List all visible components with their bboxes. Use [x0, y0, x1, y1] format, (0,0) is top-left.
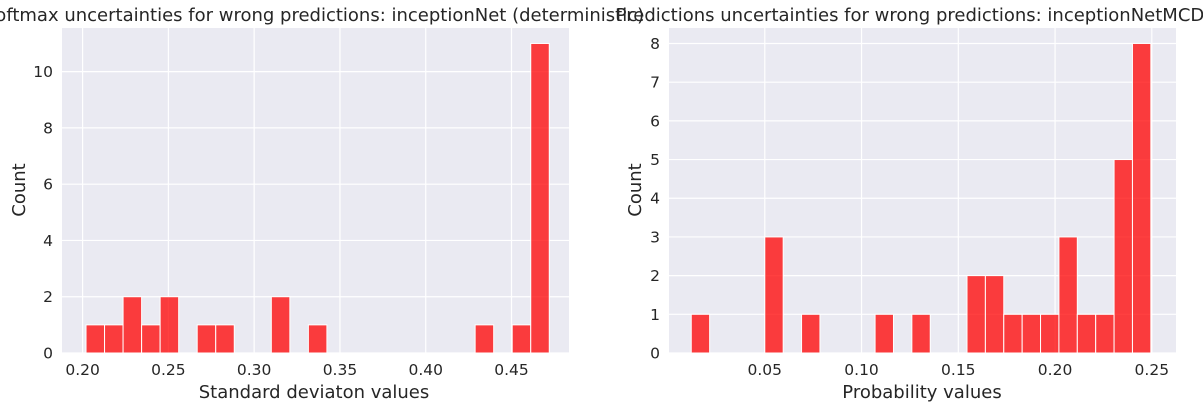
x-tick-labels: 0.05 0.10 0.15 0.20 0.25	[748, 361, 1170, 379]
histogram-bar	[215, 324, 235, 354]
y-tick-label: 1	[650, 306, 660, 324]
x-axis-label: Standard deviaton values	[199, 382, 430, 403]
histogram-bar	[122, 296, 143, 354]
x-tick-label: 0.05	[748, 361, 783, 379]
x-tick-label: 0.10	[844, 361, 879, 379]
y-tick-label: 6	[43, 176, 53, 194]
histogram-bar	[307, 324, 328, 354]
x-tick-label: 0.45	[494, 361, 529, 379]
y-tick-label: 8	[43, 119, 53, 137]
histogram-bar	[1095, 313, 1115, 354]
x-axis-label: Probability values	[842, 382, 1001, 403]
histogram-bars	[85, 42, 550, 354]
histogram-bar	[764, 236, 784, 354]
chart-title: Predictions uncertainties for wrong pred…	[616, 5, 1203, 26]
histogram-bar	[966, 275, 986, 354]
histogram-bar	[1003, 313, 1023, 354]
plot-area	[669, 28, 1176, 353]
y-tick-label: 10	[33, 63, 53, 81]
histogram-bar	[530, 42, 550, 354]
histogram-bar	[196, 324, 217, 354]
histogram-bar	[984, 275, 1005, 354]
x-tick-label: 0.20	[1038, 361, 1073, 379]
x-tick-label: 0.30	[237, 361, 272, 379]
gridlines	[62, 28, 569, 354]
histogram-bar	[690, 313, 711, 354]
histogram-bar	[511, 324, 532, 354]
histogram-bar	[1040, 313, 1060, 354]
x-tick-label: 0.40	[408, 361, 443, 379]
histogram-bar	[1076, 313, 1097, 354]
histogram-bar	[474, 324, 495, 354]
histogram-bar	[801, 313, 821, 354]
y-axis-label: Count	[9, 163, 30, 216]
histogram-bar	[874, 313, 894, 354]
chart-prediction-uncertainties: Predictions uncertainties for wrong pred…	[616, 5, 1203, 403]
y-tick-label: 4	[43, 232, 53, 250]
histogram-bar	[911, 313, 931, 354]
histogram-bar	[159, 296, 180, 354]
x-tick-label: 0.25	[1135, 361, 1170, 379]
y-tick-label: 2	[43, 288, 53, 306]
y-tick-label: 4	[650, 190, 660, 208]
x-tick-label: 0.35	[323, 361, 358, 379]
y-tick-label: 8	[650, 35, 660, 53]
y-tick-labels: 0 2 4 6 8 10	[33, 63, 53, 362]
y-tick-label: 0	[650, 345, 660, 363]
plot-area	[62, 28, 569, 353]
histogram-bar	[104, 324, 124, 354]
x-tick-label: 0.25	[151, 361, 186, 379]
histogram-bar	[1058, 236, 1078, 354]
y-tick-label: 0	[43, 345, 53, 363]
y-tick-label: 2	[650, 267, 660, 285]
histogram-bar	[270, 296, 291, 354]
histogram-bar	[85, 324, 106, 354]
x-tick-labels: 0.20 0.25 0.30 0.35 0.40 0.45	[65, 361, 528, 379]
histogram-bars	[690, 42, 1152, 354]
gridlines	[669, 28, 1176, 354]
histogram-bar	[1113, 159, 1133, 354]
x-tick-label: 0.20	[65, 361, 100, 379]
x-tick-label: 0.15	[941, 361, 976, 379]
histogram-bar	[1021, 313, 1042, 354]
chart-title: Softmax uncertainties for wrong predicti…	[0, 5, 644, 26]
y-axis-label: Count	[625, 163, 646, 216]
y-tick-label: 3	[650, 228, 660, 246]
y-tick-label: 6	[650, 112, 660, 130]
histogram-bar	[1131, 42, 1152, 354]
histogram-bar	[141, 324, 161, 354]
y-tick-label: 5	[650, 151, 660, 169]
chart-softmax-uncertainties: Softmax uncertainties for wrong predicti…	[0, 5, 644, 403]
y-tick-label: 7	[650, 74, 660, 92]
y-tick-labels: 0 1 2 3 4 5 6 7 8	[650, 35, 660, 363]
